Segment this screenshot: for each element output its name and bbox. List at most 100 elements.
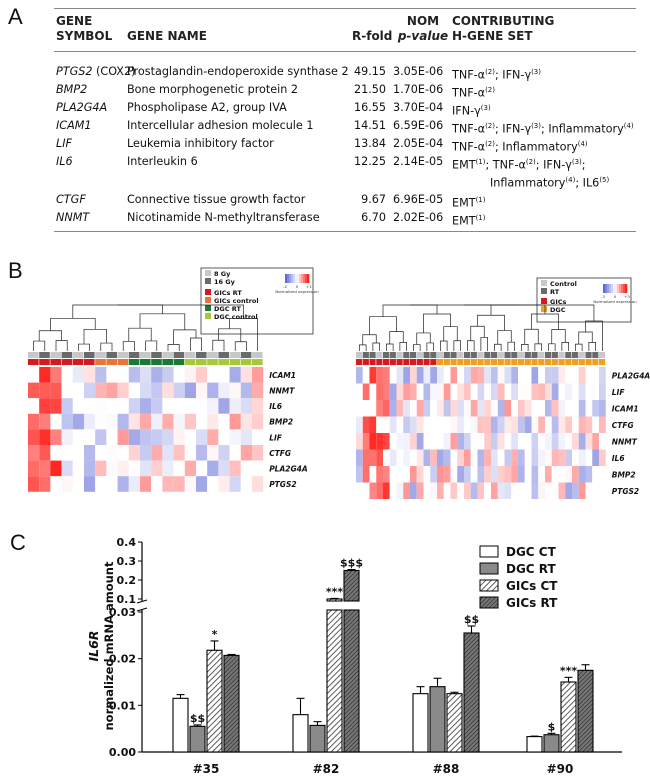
gene-symbol-cell: PLA2G4A bbox=[56, 101, 107, 115]
heatmap-cell bbox=[430, 433, 437, 450]
scale-gradient-step bbox=[611, 284, 614, 293]
heatmap-cell bbox=[140, 460, 152, 477]
heatmap-cell bbox=[61, 367, 73, 383]
dendrogram-branch bbox=[229, 318, 258, 351]
heatmap-cell bbox=[558, 433, 566, 450]
heatmap-cell bbox=[410, 367, 417, 384]
heatmap-cell bbox=[95, 382, 107, 399]
heatmap-cell bbox=[369, 449, 377, 466]
heatmap-cell bbox=[403, 400, 410, 417]
annotation-cell-bottom bbox=[218, 359, 229, 365]
annotation-cell-bottom bbox=[572, 359, 579, 365]
heatmap-cell bbox=[389, 433, 397, 450]
panel-b-letter: B bbox=[8, 258, 23, 283]
annotation-cell-top bbox=[61, 352, 73, 358]
heatmap-cell bbox=[511, 400, 518, 417]
heatmap-cell bbox=[196, 382, 208, 399]
annotation-cell-bottom bbox=[84, 359, 95, 365]
r-fold-value: 49.15 bbox=[353, 65, 386, 78]
heatmap-cell bbox=[450, 416, 458, 433]
heatmap-cell bbox=[497, 433, 505, 450]
bar bbox=[292, 714, 309, 753]
annotation-cell-top bbox=[369, 352, 376, 358]
y-tick-label: 0.4 bbox=[117, 536, 137, 549]
annotation-cell-bottom bbox=[497, 359, 504, 365]
heatmap-cell bbox=[362, 433, 370, 450]
annotation-cell-top bbox=[356, 352, 363, 358]
annotation-cell-bottom bbox=[207, 359, 218, 365]
gene-symbol-cell: ICAM1 bbox=[56, 119, 92, 133]
heatmap-cell bbox=[162, 398, 174, 414]
annotation-cell-top bbox=[207, 352, 218, 358]
bar bbox=[223, 654, 240, 753]
heatmap-cell bbox=[218, 476, 230, 492]
heatmap-cell bbox=[403, 482, 410, 499]
heatmap-cell bbox=[128, 460, 140, 477]
annotation-cell-top bbox=[362, 352, 369, 358]
heatmap-gene-label: BMP2 bbox=[269, 418, 293, 427]
dendrogram-branch bbox=[497, 330, 512, 345]
heatmap-cell bbox=[252, 429, 264, 445]
gene-name: Nicotinamide N-methyltransferase bbox=[127, 211, 320, 224]
heatmap-cell bbox=[369, 466, 377, 483]
heatmap-cell bbox=[524, 367, 532, 384]
heatmap-cell bbox=[457, 482, 464, 499]
heatmap-cell bbox=[140, 398, 152, 414]
heatmap-cell bbox=[61, 398, 73, 414]
heatmap-cell bbox=[84, 367, 96, 383]
dendrogram-branch bbox=[561, 342, 569, 351]
heatmap-cell bbox=[362, 383, 370, 400]
annotation-cell-top bbox=[240, 352, 252, 358]
heatmap-cell bbox=[497, 416, 505, 433]
heatmap-cell bbox=[518, 400, 525, 417]
p-value: 1.70E-06 bbox=[393, 83, 444, 96]
heatmap-cell bbox=[558, 367, 566, 384]
heatmap-gene-label: CTFG bbox=[612, 421, 634, 430]
heatmap-cell bbox=[184, 367, 196, 383]
annotation-cell-top bbox=[128, 352, 140, 358]
scale-gradient-step bbox=[617, 284, 620, 293]
heatmap-cell bbox=[416, 367, 424, 384]
header-contributing-line1: CONTRIBUTING bbox=[452, 14, 555, 28]
heatmap-cell bbox=[443, 400, 451, 417]
header-nom-pvalue: NOM p-value bbox=[394, 14, 452, 44]
heatmap-cell bbox=[383, 416, 390, 433]
heatmap-cell bbox=[457, 433, 464, 450]
heatmap-cell bbox=[437, 482, 444, 499]
heatmap-cell bbox=[240, 398, 252, 414]
heatmap-cell bbox=[504, 466, 512, 483]
gene-symbol: PTGS2 bbox=[56, 65, 93, 78]
contributing-gene-set: Inflammatory(4); IL6(5) bbox=[490, 176, 610, 190]
heatmap-cell bbox=[162, 429, 174, 445]
heatmap-cell bbox=[477, 367, 485, 384]
scale-gradient-step bbox=[609, 284, 612, 293]
table-header-rule bbox=[54, 51, 636, 52]
heatmap-cell bbox=[464, 383, 471, 400]
heatmap-cell bbox=[518, 466, 525, 483]
heatmap-cell bbox=[72, 445, 84, 461]
heatmap-cell bbox=[558, 466, 566, 483]
annotation-cell-top bbox=[531, 352, 538, 358]
scale-gradient-step bbox=[625, 284, 628, 293]
heatmap-cell bbox=[578, 416, 586, 433]
scale-gradient-step bbox=[603, 284, 606, 293]
heatmap-cell bbox=[106, 460, 118, 477]
gene-name: Intercellular adhesion molecule 1 bbox=[127, 119, 314, 132]
y-tick-label: 0.00 bbox=[109, 746, 136, 759]
r-fold-value: 9.67 bbox=[361, 193, 386, 206]
heatmap-cell bbox=[437, 416, 444, 433]
heatmap-cell bbox=[491, 416, 498, 433]
annotation-cell-top bbox=[551, 352, 558, 358]
table-top-rule bbox=[54, 8, 636, 9]
heatmap-cell bbox=[184, 398, 196, 414]
scale-gradient-step bbox=[293, 274, 296, 283]
heatmap-cell bbox=[396, 367, 404, 384]
annotation-cell-top bbox=[410, 352, 417, 358]
heatmap-cell bbox=[524, 433, 532, 450]
heatmap-cell bbox=[443, 433, 451, 450]
heatmap-cell bbox=[173, 413, 185, 430]
heatmap-cell bbox=[207, 413, 219, 430]
heatmap-gene-label: ICAM1 bbox=[612, 405, 639, 414]
annotation-cell-top bbox=[72, 352, 84, 358]
